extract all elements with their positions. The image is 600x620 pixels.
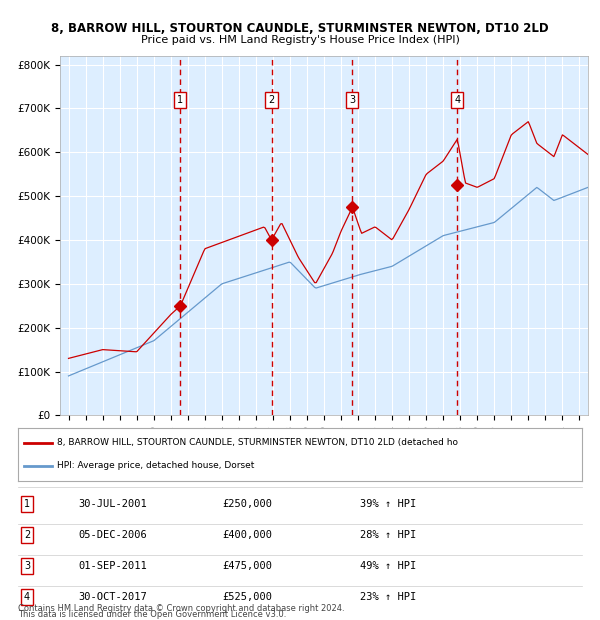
Text: HPI: Average price, detached house, Dorset: HPI: Average price, detached house, Dors… [58, 461, 255, 470]
Text: 01-SEP-2011: 01-SEP-2011 [78, 561, 147, 571]
Text: 1: 1 [178, 95, 184, 105]
Text: 8, BARROW HILL, STOURTON CAUNDLE, STURMINSTER NEWTON, DT10 2LD: 8, BARROW HILL, STOURTON CAUNDLE, STURMI… [51, 22, 549, 35]
Text: 4: 4 [24, 592, 30, 602]
Text: 2: 2 [268, 95, 275, 105]
Text: 3: 3 [24, 561, 30, 571]
Text: £400,000: £400,000 [222, 530, 272, 540]
Text: £525,000: £525,000 [222, 592, 272, 602]
Text: £475,000: £475,000 [222, 561, 272, 571]
Text: 1: 1 [24, 499, 30, 509]
Text: 05-DEC-2006: 05-DEC-2006 [78, 530, 147, 540]
Text: 49% ↑ HPI: 49% ↑ HPI [360, 561, 416, 571]
Text: 2: 2 [24, 530, 30, 540]
Text: 28% ↑ HPI: 28% ↑ HPI [360, 530, 416, 540]
Text: £250,000: £250,000 [222, 499, 272, 509]
Text: Contains HM Land Registry data © Crown copyright and database right 2024.: Contains HM Land Registry data © Crown c… [18, 603, 344, 613]
Text: 3: 3 [349, 95, 356, 105]
Text: This data is licensed under the Open Government Licence v3.0.: This data is licensed under the Open Gov… [18, 609, 286, 619]
Text: Price paid vs. HM Land Registry's House Price Index (HPI): Price paid vs. HM Land Registry's House … [140, 35, 460, 45]
Text: 8, BARROW HILL, STOURTON CAUNDLE, STURMINSTER NEWTON, DT10 2LD (detached ho: 8, BARROW HILL, STOURTON CAUNDLE, STURMI… [58, 438, 458, 447]
Text: 39% ↑ HPI: 39% ↑ HPI [360, 499, 416, 509]
Text: 23% ↑ HPI: 23% ↑ HPI [360, 592, 416, 602]
Text: 30-JUL-2001: 30-JUL-2001 [78, 499, 147, 509]
Text: 30-OCT-2017: 30-OCT-2017 [78, 592, 147, 602]
Text: 4: 4 [454, 95, 460, 105]
